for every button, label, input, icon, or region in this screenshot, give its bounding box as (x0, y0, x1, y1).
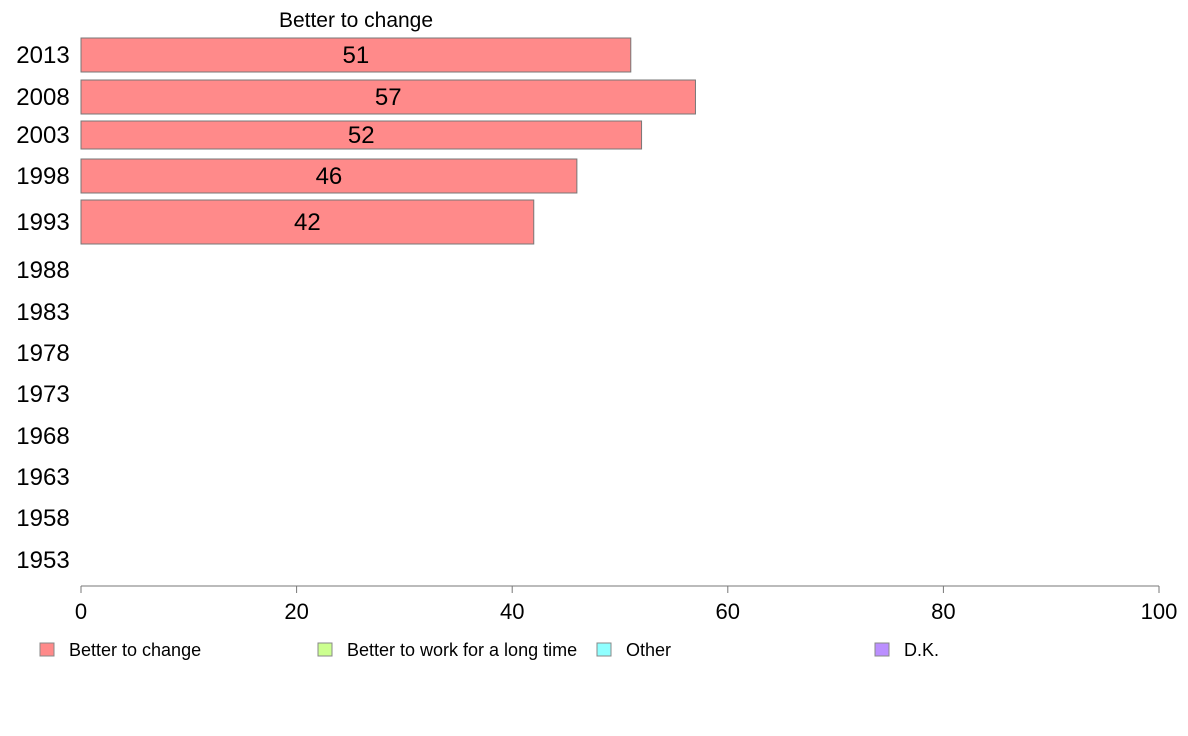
year-label-1978: 1978 (16, 340, 69, 367)
legend-swatch-1 (317, 642, 333, 657)
year-label-1988: 1988 (16, 257, 69, 284)
year-labels-group: 2013 2008 2003 1998 1993 1988 1983 1978 1973 1968… (16, 42, 69, 574)
year-label-1983: 1983 (16, 299, 69, 326)
legend-swatch-2 (596, 642, 612, 657)
x-axis: 0 20 40 60 80 100 (75, 585, 1178, 624)
bar-1998 (80, 158, 578, 194)
x-tick-label-20: 20 (284, 599, 308, 624)
legend-label-0: Better to change (69, 640, 201, 660)
value-label-2003: 52 (348, 122, 375, 149)
value-label-2013: 51 (343, 42, 370, 69)
x-tick-label-40: 40 (500, 599, 524, 624)
year-label-1953: 1953 (16, 547, 69, 574)
x-tick-label-0: 0 (75, 599, 87, 624)
legend-label-3: D.K. (904, 640, 939, 660)
legend-swatch-0 (39, 642, 55, 657)
value-label-1998: 46 (316, 163, 343, 190)
year-label-1973: 1973 (16, 381, 69, 408)
year-label-2008: 2008 (16, 84, 69, 111)
x-tick-label-60: 60 (716, 599, 740, 624)
legend-label-1: Better to work for a long time (347, 640, 577, 660)
year-label-1958: 1958 (16, 505, 69, 532)
bar-2008 (80, 79, 696, 115)
year-label-1968: 1968 (16, 423, 69, 450)
legend-swatch-3 (874, 642, 890, 657)
year-label-2013: 2013 (16, 42, 69, 69)
value-label-1993: 42 (294, 209, 321, 236)
year-label-1998: 1998 (16, 163, 69, 190)
bar-2013 (80, 37, 632, 73)
x-tick-label-80: 80 (931, 599, 955, 624)
year-label-2003: 2003 (16, 122, 69, 149)
bar-1993 (80, 199, 535, 245)
bar-2003 (80, 120, 643, 150)
year-label-1963: 1963 (16, 464, 69, 491)
legend-label-2: Other (626, 640, 671, 660)
legend: Better to change Better to work for a lon… (39, 640, 939, 660)
year-label-1993: 1993 (16, 209, 69, 236)
value-label-2008: 57 (375, 84, 402, 111)
chart-title: Better to change (279, 9, 433, 32)
x-tick-label-100: 100 (1141, 599, 1178, 624)
